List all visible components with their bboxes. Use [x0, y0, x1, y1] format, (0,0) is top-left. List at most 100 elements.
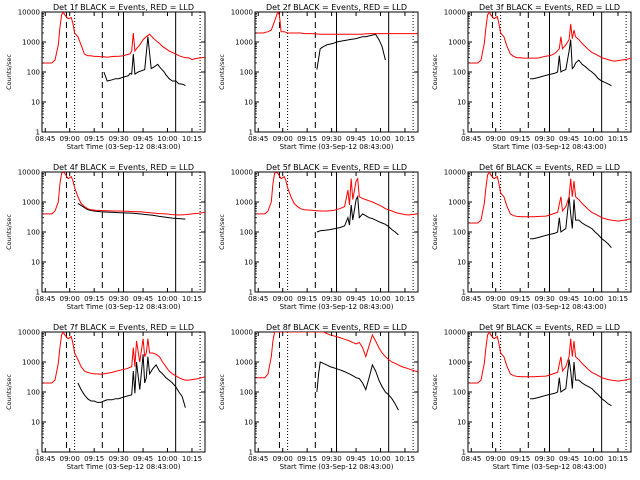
chart-7-y-tick-label-1: 1	[36, 449, 40, 457]
chart-5-x-tick-label-4: 09:30	[322, 295, 342, 303]
chart-2-x-tick-label-5: 09:45	[346, 135, 366, 143]
chart-5-y-tick-label-3: 100	[240, 229, 253, 237]
chart-2-y-tick-label-5: 10000	[231, 9, 253, 17]
chart-1-x-tick-label-3: 09:15	[84, 135, 104, 143]
chart-5-series-lld	[255, 172, 418, 216]
chart-7: Det 7f BLACK = Events, RED = LLD 1 10 100 10…	[5, 323, 206, 471]
chart-1-x-tick-label-1: 08:45	[35, 135, 55, 143]
chart-1-y-tick-label-3: 100	[27, 69, 40, 77]
chart-5-x-axis-label: Start Time (03-Sep-12 08:43:00)	[280, 303, 394, 311]
chart-3-y-tick-label-3: 100	[453, 69, 466, 77]
chart-3-y-tick-label-4: 1000	[448, 39, 466, 47]
chart-3-x-tick-label-5: 09:45	[559, 135, 579, 143]
chart-9-x-axis-label: Start Time (03-Sep-12 08:43:00)	[493, 463, 607, 471]
chart-9-series-events	[529, 359, 612, 407]
chart-9-y-tick-label-4: 1000	[448, 359, 466, 367]
chart-7-y-tick-label-3: 100	[27, 389, 40, 397]
chart-1-x-tick-label-7: 10:15	[182, 135, 202, 143]
chart-7-y-axis-label: Counts/sec	[5, 374, 13, 410]
chart-8-title: Det 8f BLACK = Events, RED = LLD	[266, 323, 407, 332]
chart-2-y-tick-label-2: 10	[244, 99, 253, 107]
chart-6-x-tick-label-2: 09:00	[486, 295, 506, 303]
chart-3-x-tick-label-2: 09:00	[486, 135, 506, 143]
chart-3-x-tick-label-3: 09:15	[510, 135, 530, 143]
chart-1-x-tick-label-4: 09:30	[109, 135, 129, 143]
chart-7-x-tick-label-4: 09:30	[109, 455, 129, 463]
chart-1-y-tick-label-1: 1	[36, 129, 40, 137]
chart-6-x-tick-label-6: 10:00	[583, 295, 603, 303]
chart-8-series-events	[316, 361, 399, 411]
chart-2-y-tick-label-3: 100	[240, 69, 253, 77]
chart-6-y-axis-label: Counts/sec	[431, 214, 439, 250]
chart-5-x-tick-label-1: 08:45	[248, 295, 268, 303]
chart-8: Det 8f BLACK = Events, RED = LLD 1 10 100 10…	[218, 323, 419, 471]
chart-2-y-tick-label-1: 1	[249, 129, 253, 137]
chart-3-x-tick-label-4: 09:30	[535, 135, 555, 143]
chart-2-x-tick-label-2: 09:00	[273, 135, 293, 143]
chart-4-x-tick-label-4: 09:30	[109, 295, 129, 303]
chart-3: Det 3f BLACK = Events, RED = LLD 1 10 100 10…	[431, 3, 632, 151]
chart-9-y-tick-label-1: 1	[462, 449, 466, 457]
chart-1: Det 1f BLACK = Events, RED = LLD 1 10 100 10…	[5, 3, 206, 151]
chart-4-x-tick-label-6: 10:00	[157, 295, 177, 303]
chart-6-x-tick-label-7: 10:15	[608, 295, 628, 303]
chart-8-x-tick-label-1: 08:45	[248, 455, 268, 463]
chart-2-x-tick-label-6: 10:00	[370, 135, 390, 143]
chart-8-x-tick-label-4: 09:30	[322, 455, 342, 463]
chart-2-y-axis-label: Counts/sec	[218, 54, 226, 90]
chart-1-y-tick-label-4: 1000	[22, 39, 40, 47]
chart-2-x-tick-label-7: 10:15	[395, 135, 415, 143]
chart-9-series-lld	[468, 332, 631, 384]
chart-6-series-events	[529, 196, 612, 249]
chart-9-y-tick-label-2: 10	[457, 419, 466, 427]
chart-2-x-tick-label-4: 09:30	[322, 135, 342, 143]
chart-5-x-tick-label-3: 09:15	[297, 295, 317, 303]
chart-5-x-tick-label-6: 10:00	[370, 295, 390, 303]
chart-5-x-tick-label-7: 10:15	[395, 295, 415, 303]
chart-5-y-axis-label: Counts/sec	[218, 214, 226, 250]
chart-7-y-tick-label-5: 10000	[18, 329, 40, 337]
chart-9-x-tick-label-4: 09:30	[535, 455, 555, 463]
chart-6-y-tick-label-4: 1000	[448, 199, 466, 207]
chart-7-title: Det 7f BLACK = Events, RED = LLD	[53, 323, 194, 332]
chart-9-title: Det 9f BLACK = Events, RED = LLD	[479, 323, 620, 332]
chart-1-x-tick-label-6: 10:00	[157, 135, 177, 143]
chart-9-x-tick-label-1: 08:45	[461, 455, 481, 463]
chart-7-x-tick-label-7: 10:15	[182, 455, 202, 463]
chart-5: Det 5f BLACK = Events, RED = LLD 1 10 100 10…	[218, 163, 419, 311]
chart-7-x-tick-label-1: 08:45	[35, 455, 55, 463]
chart-2-x-tick-label-1: 08:45	[248, 135, 268, 143]
chart-9-y-tick-label-5: 10000	[444, 329, 466, 337]
chart-8-x-tick-label-2: 09:00	[273, 455, 293, 463]
chart-8-y-tick-label-2: 10	[244, 419, 253, 427]
chart-9-y-axis-label: Counts/sec	[431, 374, 439, 410]
chart-5-y-tick-label-4: 1000	[235, 199, 253, 207]
chart-3-y-axis-label: Counts/sec	[431, 54, 439, 90]
chart-7-series-lld	[42, 332, 205, 384]
chart-3-x-tick-label-7: 10:15	[608, 135, 628, 143]
chart-4-x-axis-label: Start Time (03-Sep-12 08:43:00)	[67, 303, 181, 311]
chart-2-x-tick-label-3: 09:15	[297, 135, 317, 143]
chart-4-series-lld	[42, 172, 205, 216]
chart-2-series-lld	[255, 12, 418, 35]
chart-4-y-tick-label-2: 10	[31, 259, 40, 267]
chart-3-y-tick-label-1: 1	[462, 129, 466, 137]
chart-3-y-tick-label-2: 10	[457, 99, 466, 107]
chart-6-x-axis-label: Start Time (03-Sep-12 08:43:00)	[493, 303, 607, 311]
chart-4-x-tick-label-7: 10:15	[182, 295, 202, 303]
chart-6-series-lld	[468, 172, 631, 224]
chart-4-x-tick-label-5: 09:45	[133, 295, 153, 303]
chart-5-y-tick-label-2: 10	[244, 259, 253, 267]
chart-9-x-tick-label-5: 09:45	[559, 455, 579, 463]
chart-4-y-tick-label-4: 1000	[22, 199, 40, 207]
chart-6-x-tick-label-4: 09:30	[535, 295, 555, 303]
chart-5-title: Det 5f BLACK = Events, RED = LLD	[266, 163, 407, 172]
chart-3-series-events	[529, 39, 612, 87]
chart-8-y-tick-label-3: 100	[240, 389, 253, 397]
chart-4-x-tick-label-2: 09:00	[60, 295, 80, 303]
chart-8-y-axis-label: Counts/sec	[218, 374, 226, 410]
chart-8-y-tick-label-5: 10000	[231, 329, 253, 337]
chart-6-title: Det 6f BLACK = Events, RED = LLD	[479, 163, 620, 172]
chart-9-x-tick-label-3: 09:15	[510, 455, 530, 463]
